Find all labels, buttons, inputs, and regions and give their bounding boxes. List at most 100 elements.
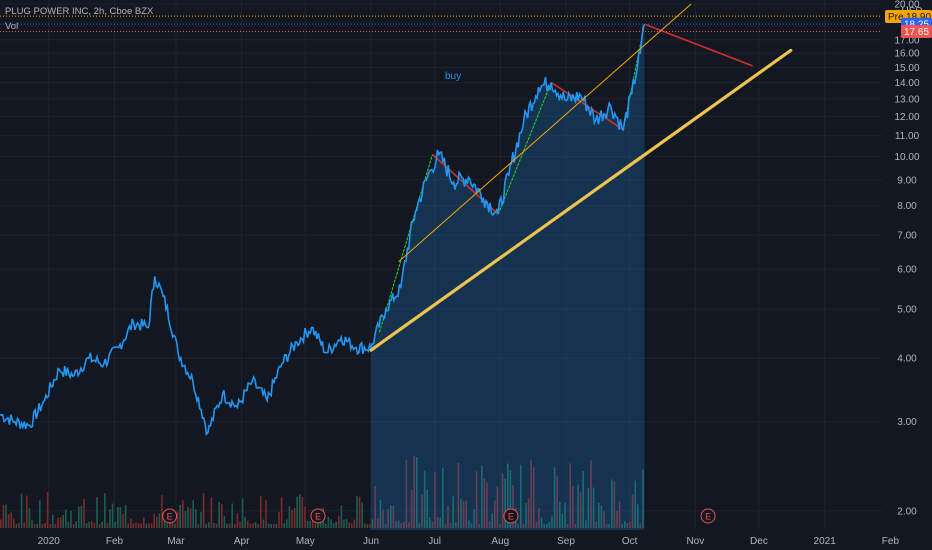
volume-bar	[23, 522, 25, 528]
volume-bar	[111, 503, 114, 528]
y-tick-label: 13.00	[894, 94, 919, 105]
volume-bar	[13, 518, 15, 528]
x-tick-label: Oct	[622, 536, 638, 547]
volume-bar	[228, 523, 231, 528]
volume-bar	[439, 517, 441, 528]
volume-bar	[429, 517, 431, 528]
channel-top-line[interactable]	[398, 3, 692, 263]
volume-bar	[426, 489, 428, 528]
volume-bar	[252, 523, 254, 528]
up-leg-2[interactable]	[497, 82, 552, 215]
volume-bar	[192, 500, 194, 528]
volume-bar	[527, 498, 530, 528]
volume-bar	[452, 496, 454, 528]
volume-bar	[364, 523, 366, 528]
x-tick-label: Jul	[428, 536, 441, 547]
x-tick-label: Feb	[106, 536, 124, 547]
volume-bar	[317, 521, 319, 528]
volume-bar	[483, 478, 486, 528]
volume-bar	[436, 517, 439, 528]
volume-bar	[605, 523, 608, 528]
volume-legend[interactable]: Vol	[5, 21, 19, 32]
volume-bar	[179, 505, 181, 528]
volume-bar	[49, 524, 51, 528]
down-leg-3[interactable]	[644, 23, 753, 67]
volume-bar	[332, 523, 335, 528]
pre-tag-value: 18.90	[906, 12, 931, 23]
volume-bar	[455, 522, 457, 528]
volume-bar	[371, 519, 374, 528]
volume-bar	[572, 486, 574, 528]
buy-annotation[interactable]: buy	[445, 71, 461, 82]
volume-bar	[39, 500, 41, 528]
volume-bar	[345, 519, 348, 528]
volume-bar	[62, 514, 64, 528]
volume-bar	[5, 504, 7, 528]
volume-bar	[218, 501, 220, 528]
volume-bar	[473, 509, 475, 528]
volume-bar	[140, 523, 142, 528]
volume-bar	[231, 503, 233, 528]
y-tick-label: 5.00	[897, 305, 917, 316]
volume-bar	[579, 492, 582, 528]
price-axis-panel[interactable]	[882, 0, 932, 530]
y-tick-label: 20.00	[894, 0, 919, 11]
volume-bar	[33, 523, 36, 528]
volume-bar	[26, 495, 28, 528]
x-tick-label: Mar	[167, 536, 185, 547]
volume-bar	[52, 514, 54, 528]
volume-bar	[595, 521, 597, 528]
volume-bar	[236, 512, 239, 528]
earnings-marker[interactable]: E	[700, 508, 716, 524]
volume-bar	[187, 506, 189, 528]
volume-bar	[80, 505, 83, 528]
volume-bar	[543, 524, 545, 528]
volume-bar	[299, 494, 301, 528]
volume-bar	[221, 504, 223, 528]
volume-bar	[403, 521, 405, 528]
level-tag-value: 17.65	[904, 27, 929, 38]
volume-bar	[468, 520, 470, 528]
volume-bar	[548, 521, 551, 528]
volume-bar	[122, 513, 124, 528]
volume-bar	[556, 475, 558, 528]
legend: PLUG POWER INC, 2h, Cboe BZX Vol	[5, 4, 153, 34]
earnings-marker-label: E	[167, 512, 173, 522]
volume-bar	[418, 523, 421, 528]
volume-bar	[587, 488, 590, 528]
volume-bar	[377, 518, 379, 528]
volume-bar	[525, 503, 527, 528]
earnings-marker[interactable]: E	[310, 508, 326, 524]
earnings-marker[interactable]: E	[162, 508, 178, 524]
volume-bar	[400, 523, 402, 528]
volume-bar	[379, 499, 382, 528]
volume-bar	[624, 520, 626, 528]
volume-bar	[106, 523, 109, 528]
volume-bar	[137, 523, 140, 528]
grid	[0, 0, 891, 530]
volume-bar	[10, 512, 12, 528]
volume-bar	[257, 524, 259, 528]
volume-bar	[145, 523, 148, 528]
support-trendline[interactable]	[369, 48, 793, 352]
y-tick-label: 9.00	[897, 175, 917, 186]
volume-bar	[569, 463, 571, 528]
symbol-title[interactable]: PLUG POWER INC, 2h, Cboe BZX	[5, 6, 154, 17]
volume-bar	[98, 524, 101, 528]
earnings-marker-label: E	[315, 512, 321, 522]
volume-bar	[392, 505, 395, 528]
volume-bar	[109, 509, 111, 528]
volume-bar	[637, 504, 639, 528]
volume-bar	[520, 464, 522, 528]
volume-bar	[608, 524, 610, 528]
volume-bar	[642, 469, 644, 528]
volume-bar	[535, 521, 538, 528]
volume-bar	[330, 519, 332, 528]
earnings-marker[interactable]: E	[503, 508, 519, 524]
earnings-marker-label: E	[705, 512, 711, 522]
volume-bar	[78, 506, 80, 528]
volume-bar	[182, 500, 184, 528]
volume-bar	[353, 519, 356, 528]
volume-bar	[174, 523, 176, 528]
